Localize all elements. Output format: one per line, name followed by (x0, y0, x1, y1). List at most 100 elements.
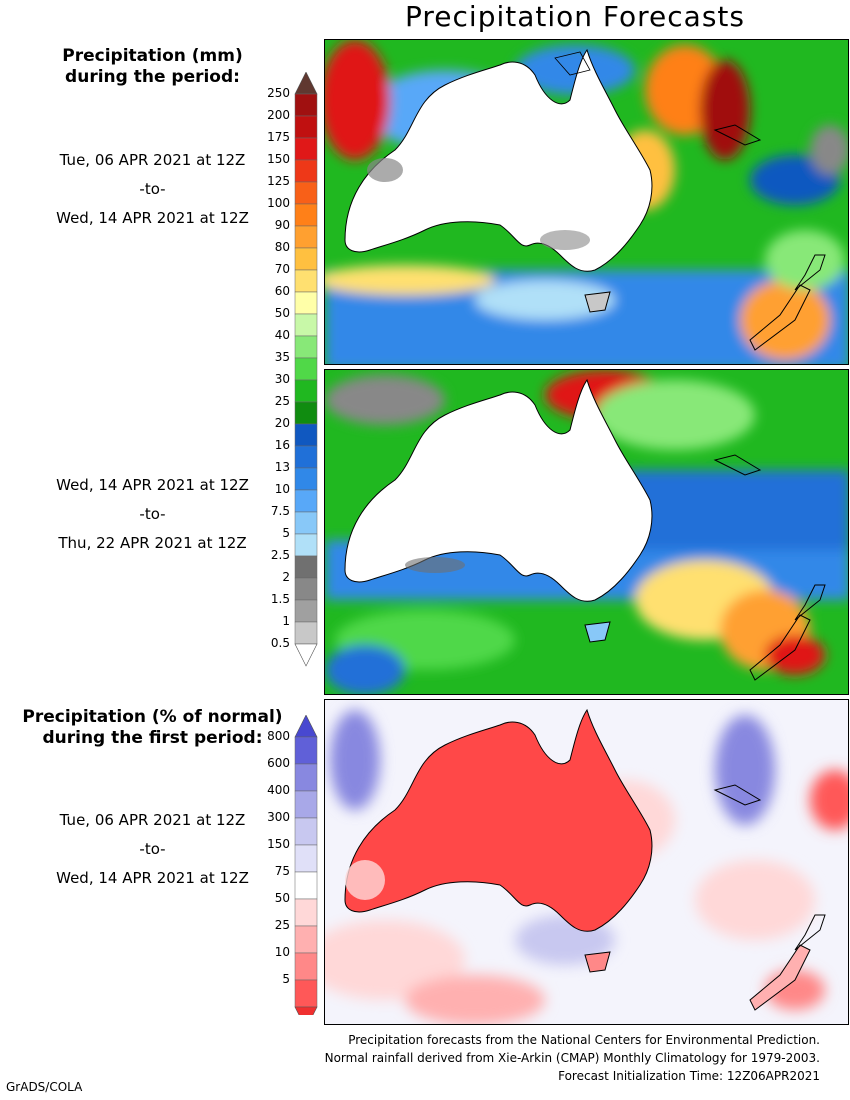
percent-colorbar-tick-label: 10 (274, 945, 290, 959)
amount-colorbar-tick-label: 250 (267, 86, 290, 100)
amount-colorbar-tick-label: 150 (267, 152, 290, 166)
percent-colorbar-swatch (294, 871, 318, 900)
percent-colorbar-swatch (294, 817, 318, 846)
period-1-sep: -to- (139, 180, 166, 198)
amount-colorbar-tick-label: 60 (274, 284, 290, 298)
period-2-start: Wed, 14 APR 2021 at 12Z (56, 476, 249, 494)
period-3-sep: -to- (139, 840, 166, 858)
percent-colorbar-tick-label: 150 (267, 837, 290, 851)
percent-colorbar-swatch (294, 844, 318, 873)
amount-legend-heading-line1: Precipitation (mm) (62, 46, 243, 66)
amount-colorbar-tick-label: 70 (274, 262, 290, 276)
period-3-label: Tue, 06 APR 2021 at 12Z -to- Wed, 14 APR… (0, 806, 305, 893)
amount-legend-heading: Precipitation (mm) during the period: (0, 46, 305, 88)
amount-colorbar-tick-label: 7.5 (270, 504, 290, 518)
amount-colorbar-swatch (294, 313, 318, 337)
amount-colorbar-swatch (294, 555, 318, 579)
amount-colorbar-swatch (294, 357, 318, 381)
percent-colorbar-swatch (294, 952, 318, 981)
percent-colorbar-swatch (294, 898, 318, 927)
period-1-label: Tue, 06 APR 2021 at 12Z -to- Wed, 14 APR… (0, 146, 305, 233)
amount-colorbar-tick-label: 1 (282, 614, 290, 628)
amount-colorbar-swatch (294, 379, 318, 403)
amount-colorbar-swatch (294, 511, 318, 535)
amount-colorbar-swatch (294, 489, 318, 513)
precip-map-period-2 (324, 369, 849, 695)
amount-colorbar-swatch (294, 225, 318, 249)
amount-colorbar-tick-label: 125 (267, 174, 290, 188)
percent-colorbar-tick-label: 800 (267, 729, 290, 743)
amount-colorbar-swatch (294, 577, 318, 601)
amount-colorbar-swatch (294, 599, 318, 623)
amount-colorbar-tick-label: 5 (282, 526, 290, 540)
amount-colorbar-swatch (294, 115, 318, 139)
amount-colorbar-swatch (294, 269, 318, 293)
precip-map-period-1 (324, 39, 849, 365)
footer-source-line: Precipitation forecasts from the Nationa… (348, 1033, 820, 1047)
amount-colorbar-swatch (294, 621, 318, 645)
percent-colorbar-swatch (294, 979, 318, 1008)
amount-colorbar-top-arrow (294, 72, 318, 95)
percent-colorbar-tick-label: 600 (267, 756, 290, 770)
footer-init-time: Forecast Initialization Time: 12Z06APR20… (558, 1069, 820, 1083)
percent-colorbar (294, 715, 318, 1015)
percent-colorbar-swatch (294, 763, 318, 792)
amount-colorbar-tick-label: 16 (274, 438, 290, 452)
percent-colorbar-swatch (294, 790, 318, 819)
grads-credit: GrADS/COLA (6, 1080, 83, 1094)
amount-colorbar-tick-label: 30 (274, 372, 290, 386)
amount-colorbar-tick-label: 25 (274, 394, 290, 408)
amount-colorbar-tick-label: 20 (274, 416, 290, 430)
amount-colorbar-swatch (294, 291, 318, 315)
amount-colorbar-tick-label: 2.5 (270, 548, 290, 562)
amount-colorbar-tick-label: 40 (274, 328, 290, 342)
amount-colorbar-swatch (294, 533, 318, 557)
percent-colorbar-tick-label: 75 (274, 864, 290, 878)
percent-colorbar-top-arrow (294, 715, 318, 738)
percent-legend-heading: Precipitation (% of normal) during the f… (0, 707, 305, 749)
period-1-end: Wed, 14 APR 2021 at 12Z (56, 209, 249, 227)
amount-colorbar-tick-label: 13 (274, 460, 290, 474)
amount-colorbar-tick-label: 90 (274, 218, 290, 232)
percent-colorbar-swatch (294, 736, 318, 765)
amount-colorbar-tick-label: 1.5 (270, 592, 290, 606)
amount-colorbar-tick-label: 175 (267, 130, 290, 144)
period-3-end: Wed, 14 APR 2021 at 12Z (56, 869, 249, 887)
amount-colorbar-tick-label: 50 (274, 306, 290, 320)
amount-colorbar-tick-label: 35 (274, 350, 290, 364)
percent-colorbar-tick-label: 400 (267, 783, 290, 797)
amount-colorbar-swatch (294, 423, 318, 447)
amount-colorbar-swatch (294, 203, 318, 227)
amount-colorbar-tick-label: 80 (274, 240, 290, 254)
amount-colorbar-swatch (294, 137, 318, 161)
amount-colorbar-swatch (294, 401, 318, 425)
amount-colorbar-swatch (294, 93, 318, 117)
amount-colorbar-swatch (294, 159, 318, 183)
amount-colorbar-swatch (294, 467, 318, 491)
percent-normal-map (324, 699, 849, 1025)
amount-colorbar-tick-label: 0.5 (270, 636, 290, 650)
amount-colorbar-tick-label: 200 (267, 108, 290, 122)
amount-colorbar-tick-label: 2 (282, 570, 290, 584)
percent-colorbar-swatch (294, 925, 318, 954)
amount-colorbar-swatch (294, 181, 318, 205)
percent-legend-heading-line2: during the first period: (42, 728, 263, 748)
percent-colorbar-tick-label: 5 (282, 972, 290, 986)
footer-climatology-line: Normal rainfall derived from Xie-Arkin (… (324, 1051, 820, 1065)
percent-colorbar-bottom-arrow (294, 1006, 318, 1015)
percent-legend-heading-line1: Precipitation (% of normal) (22, 707, 283, 727)
amount-colorbar (294, 72, 318, 667)
percent-colorbar-tick-label: 300 (267, 810, 290, 824)
amount-colorbar-tick-label: 10 (274, 482, 290, 496)
percent-colorbar-tick-label: 25 (274, 918, 290, 932)
amount-colorbar-tick-label: 100 (267, 196, 290, 210)
percent-colorbar-tick-label: 50 (274, 891, 290, 905)
amount-legend-heading-line2: during the period: (65, 67, 240, 87)
amount-colorbar-swatch (294, 335, 318, 359)
amount-colorbar-swatch (294, 247, 318, 271)
period-2-label: Wed, 14 APR 2021 at 12Z -to- Thu, 22 APR… (0, 471, 305, 558)
period-3-start: Tue, 06 APR 2021 at 12Z (59, 811, 246, 829)
amount-colorbar-swatch (294, 445, 318, 469)
period-2-sep: -to- (139, 505, 166, 523)
amount-colorbar-bottom-arrow (294, 643, 318, 667)
